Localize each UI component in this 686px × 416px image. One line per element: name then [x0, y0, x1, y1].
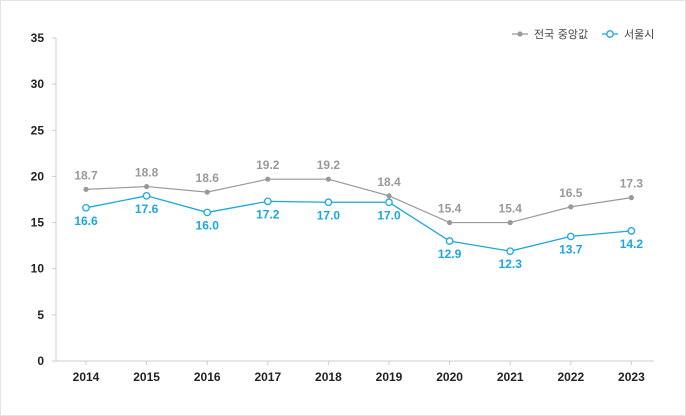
series-line [85, 178, 632, 224]
x-tick-label: 2017 [254, 370, 281, 384]
data-point [507, 219, 513, 226]
data-point [385, 198, 393, 207]
data-point [325, 176, 331, 182]
data-point [324, 198, 333, 207]
data-label: 18.8 [135, 166, 159, 180]
series-seoul: 16.6 17.6 16.0 17.2 17.0 17.0 12.9 12.3 13.7 14.2 [74, 191, 644, 271]
legend-item-seoul: 서울시 [602, 28, 654, 41]
series-line [85, 195, 632, 252]
data-point [566, 232, 575, 241]
series-layer: 18.7 18.8 18.6 19.2 19.2 18.4 15.4 15.4 16.5 17.3… [74, 158, 643, 271]
data-label: 19.2 [256, 158, 280, 172]
x-axis: 2014 2015 2016 2017 2018 2019 2020 2021 2022 2023 [56, 360, 654, 384]
data-label: 17.3 [620, 177, 644, 191]
data-label: 19.2 [317, 158, 341, 172]
data-label: 15.4 [438, 202, 462, 216]
data-point [265, 176, 271, 182]
y-tick-label: 30 [31, 77, 45, 91]
x-tick-label: 2018 [315, 370, 342, 384]
series-national-median: 18.7 18.8 18.6 19.2 19.2 18.4 15.4 15.4 16.5 17.3 [74, 158, 644, 226]
x-tick-label: 2021 [497, 370, 524, 384]
y-tick-label: 0 [37, 354, 44, 368]
data-point [627, 227, 636, 235]
data-point [445, 237, 454, 245]
x-tick-label: 2016 [194, 370, 221, 384]
data-label: 16.0 [196, 218, 220, 232]
data-label: 14.2 [620, 237, 644, 251]
y-tick-label: 25 [31, 123, 45, 137]
legend-item-national-median: 전국 중앙값 [512, 28, 588, 41]
data-label: 18.4 [377, 175, 401, 189]
legend-label-seoul: 서울시 [624, 28, 654, 41]
x-tick-label: 2015 [133, 370, 160, 384]
data-label: 16.5 [559, 186, 583, 200]
data-label: 18.7 [74, 168, 98, 182]
data-label: 13.7 [559, 242, 583, 256]
legend: 전국 중앙값 서울시 [512, 28, 654, 41]
data-label: 12.3 [499, 257, 523, 271]
y-axis: 0 5 10 15 20 25 30 35 [31, 31, 57, 368]
data-point [263, 197, 272, 206]
y-tick-label: 35 [31, 31, 45, 45]
data-label: 16.6 [74, 214, 98, 228]
data-point [506, 247, 515, 256]
x-tick-label: 2014 [73, 370, 100, 384]
data-point [203, 208, 212, 217]
data-label: 17.0 [317, 208, 341, 222]
data-label: 15.4 [499, 202, 523, 216]
y-tick-label: 20 [31, 169, 45, 183]
data-point [568, 204, 574, 210]
y-tick-label: 5 [37, 308, 44, 322]
data-label: 18.6 [196, 171, 220, 185]
data-point [142, 191, 151, 200]
data-label: 17.0 [377, 208, 401, 222]
data-point [83, 186, 89, 192]
data-point [628, 195, 635, 201]
data-point [82, 203, 90, 212]
data-label: 17.6 [135, 202, 159, 216]
legend-label-national-median: 전국 중앙값 [534, 28, 588, 41]
data-point [447, 219, 453, 226]
data-point [204, 189, 210, 195]
data-point [386, 193, 392, 199]
x-tick-label: 2019 [376, 370, 403, 384]
x-tick-label: 2023 [618, 370, 645, 384]
x-tick-label: 2022 [557, 370, 584, 384]
x-tick-label: 2020 [436, 370, 463, 384]
y-tick-label: 15 [31, 216, 45, 230]
y-tick-label: 10 [31, 262, 45, 276]
data-label: 17.2 [256, 207, 280, 221]
data-point [144, 183, 150, 190]
data-label: 12.9 [438, 247, 462, 261]
